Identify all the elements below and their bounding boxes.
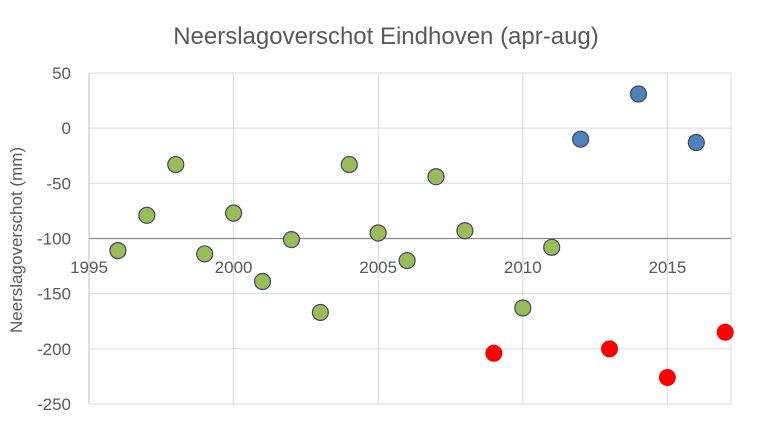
axes [88,73,731,404]
x-tick-label: 2010 [504,258,542,277]
x-tick-label: 1995 [70,258,108,277]
y-tick-label: -150 [37,285,71,304]
y-tick-label: -50 [46,174,71,193]
chart-title: Neerslagoverschot Eindhoven (apr-aug) [173,23,599,50]
x-tick-label: 2000 [215,258,253,277]
x-tick-label: 2005 [359,258,397,277]
data-point [398,251,416,270]
data-point [601,340,619,358]
data-point [253,272,272,291]
y-tick-label: 0 [62,119,71,138]
data-points [109,85,734,387]
y-axis-label: Neerslagoverschot (mm) [7,147,26,333]
x-tick-label: 2015 [648,258,686,277]
data-point [629,85,648,103]
data-point [282,231,301,249]
y-tick-label: -250 [37,395,71,414]
data-point [456,222,474,240]
data-point [427,168,445,186]
data-point [543,238,561,256]
data-point [514,299,532,317]
data-point [138,206,156,224]
data-point [196,245,214,263]
data-point [485,344,503,362]
data-point [687,133,705,152]
x-tick-labels: 1995 2000 2005 2010 2015 [70,258,686,277]
data-point [224,204,243,222]
data-point [572,130,590,148]
y-tick-labels: 50 0 -50 -100 -150 -200 -250 [37,64,71,414]
data-point [369,224,387,242]
data-point [109,242,127,260]
y-tick-label: 50 [52,64,71,83]
y-tick-label: -200 [37,340,71,359]
data-point [340,155,358,174]
y-tick-label: -100 [37,230,71,249]
data-point [716,323,734,341]
data-point [658,369,676,387]
data-point [311,303,329,322]
data-point [167,155,185,174]
